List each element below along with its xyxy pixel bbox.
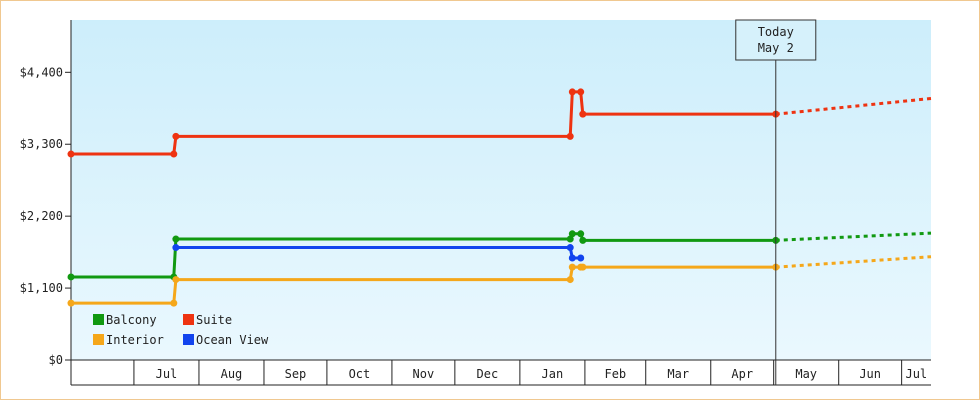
data-point <box>170 299 178 307</box>
x-tick-label: Dec <box>477 367 499 381</box>
projection-line-interior <box>775 255 932 269</box>
x-tick-label: Nov <box>413 367 435 381</box>
x-tick-label: Mar <box>667 367 689 381</box>
legend-swatch <box>93 334 104 345</box>
legend-label: Ocean View <box>196 333 269 347</box>
series-ocean-view <box>172 244 585 262</box>
legend-item-interior: Interior <box>93 333 164 347</box>
x-tick-label: Jul <box>905 367 927 381</box>
x-tick-label: Apr <box>731 367 753 381</box>
x-tick-label: Jul <box>156 367 178 381</box>
data-point <box>67 273 75 281</box>
y-tick-label: $4,400 <box>20 65 63 79</box>
data-point <box>172 244 180 252</box>
legend-swatch <box>183 334 194 345</box>
legend-label: Interior <box>106 333 164 347</box>
legend-swatch <box>93 314 104 325</box>
data-point <box>577 230 585 238</box>
y-tick-label: $2,200 <box>20 209 63 223</box>
x-tick-label: Aug <box>221 367 243 381</box>
legend-item-suite: Suite <box>183 313 232 327</box>
x-tick-label: Jan <box>542 367 564 381</box>
data-point <box>172 235 180 243</box>
data-point <box>568 88 576 96</box>
series-balcony <box>67 230 932 281</box>
data-point <box>67 150 75 158</box>
data-point <box>566 132 574 140</box>
y-tick-label: $1,100 <box>20 281 63 295</box>
today-label: Today <box>758 25 794 39</box>
projection-line-suite <box>775 96 932 116</box>
data-point <box>568 254 576 262</box>
y-tick-label: $0 <box>49 353 63 367</box>
data-point <box>170 150 178 158</box>
legend-item-balcony: Balcony <box>93 313 157 327</box>
today-box <box>735 19 817 61</box>
today-date: May 2 <box>758 41 794 55</box>
projection-line-balcony <box>775 231 932 242</box>
data-point <box>579 263 587 271</box>
plot-area <box>71 20 931 360</box>
data-point <box>566 276 574 284</box>
data-point <box>67 299 75 307</box>
data-point <box>579 236 587 244</box>
x-tick-label: Feb <box>604 367 626 381</box>
data-point <box>577 254 585 262</box>
series-interior <box>67 255 932 307</box>
data-point <box>577 88 585 96</box>
data-point <box>579 110 587 118</box>
x-tick-label: Jun <box>859 367 881 381</box>
legend-item-ocean-view: Ocean View <box>183 333 269 347</box>
data-point <box>568 263 576 271</box>
x-tick-label: May <box>795 367 817 381</box>
data-point <box>568 230 576 238</box>
legend-label: Balcony <box>106 313 157 327</box>
x-tick-label: Sep <box>285 367 307 381</box>
data-point <box>566 244 574 252</box>
legend-label: Suite <box>196 313 232 327</box>
legend-swatch <box>183 314 194 325</box>
y-tick-label: $3,300 <box>20 137 63 151</box>
data-point <box>172 132 180 140</box>
x-tick-label: Oct <box>349 367 371 381</box>
data-point <box>172 276 180 284</box>
series-line-ocean-view <box>175 246 581 260</box>
